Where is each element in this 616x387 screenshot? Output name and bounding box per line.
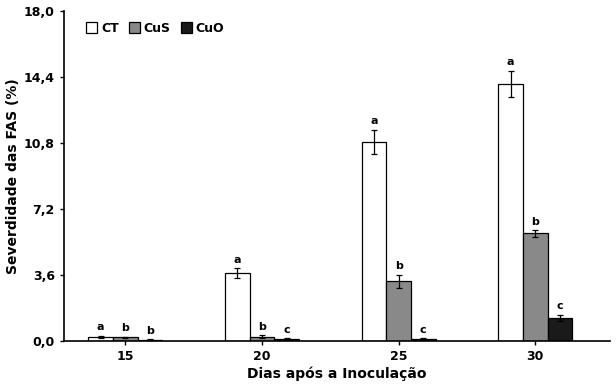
Bar <box>411 339 436 341</box>
Text: a: a <box>97 322 104 332</box>
Text: a: a <box>507 57 514 67</box>
Text: a: a <box>233 255 241 265</box>
Legend: CT, CuS, CuO: CT, CuS, CuO <box>81 17 229 40</box>
Text: b: b <box>395 261 402 271</box>
X-axis label: Dias após a Inoculação: Dias após a Inoculação <box>248 367 427 382</box>
Y-axis label: Severdidade das FAS (%): Severdidade das FAS (%) <box>6 78 20 274</box>
Bar <box>249 337 274 341</box>
Text: c: c <box>283 325 290 335</box>
Bar <box>113 337 137 341</box>
Text: a: a <box>370 116 378 127</box>
Bar <box>137 340 162 341</box>
Text: c: c <box>557 301 563 311</box>
Bar <box>88 337 113 341</box>
Bar <box>386 281 411 341</box>
Bar <box>498 84 523 341</box>
Bar <box>274 339 299 341</box>
Text: b: b <box>146 326 154 336</box>
Text: b: b <box>532 217 539 227</box>
Bar <box>225 273 249 341</box>
Text: c: c <box>420 325 426 334</box>
Text: b: b <box>121 323 129 333</box>
Bar <box>362 142 386 341</box>
Text: b: b <box>258 322 266 332</box>
Bar <box>548 318 572 341</box>
Bar <box>523 233 548 341</box>
